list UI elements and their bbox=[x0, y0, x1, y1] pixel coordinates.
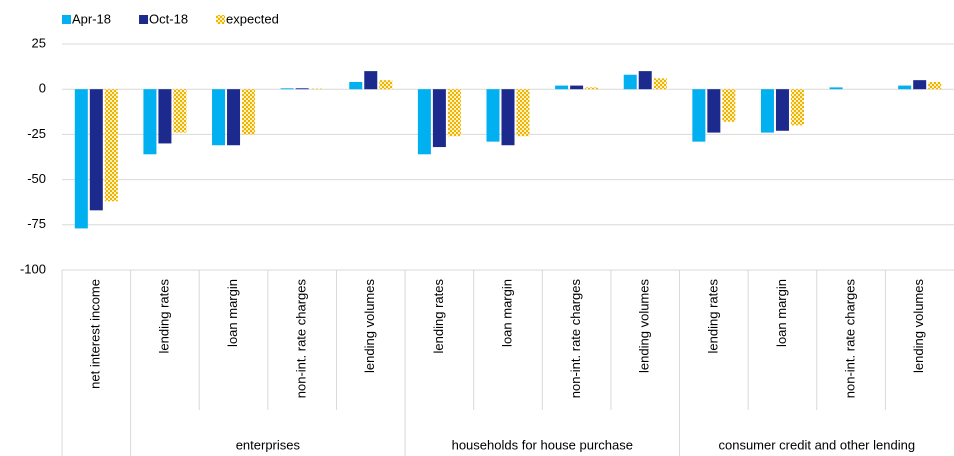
x-tick-label: non-int. rate charges bbox=[843, 279, 858, 399]
bar bbox=[570, 85, 584, 90]
bar bbox=[349, 81, 363, 90]
bar bbox=[143, 89, 157, 155]
x-tick-label: lending rates bbox=[431, 279, 446, 354]
bar bbox=[379, 80, 393, 90]
bar bbox=[928, 81, 942, 90]
x-tick-label: loan margin bbox=[225, 279, 240, 347]
y-tick-label: -75 bbox=[27, 216, 46, 231]
bar bbox=[760, 89, 774, 133]
bar bbox=[707, 89, 721, 133]
bar bbox=[898, 85, 912, 90]
y-tick-label: -25 bbox=[27, 126, 46, 141]
x-tick-label: lending volumes bbox=[911, 279, 926, 373]
y-tick-label: 25 bbox=[32, 35, 46, 50]
x-tick-label: loan margin bbox=[499, 279, 514, 347]
bar bbox=[74, 89, 88, 229]
bar bbox=[790, 89, 804, 126]
bar bbox=[775, 89, 789, 131]
bar bbox=[212, 89, 226, 146]
group-label: enterprises bbox=[236, 437, 301, 452]
bar bbox=[432, 89, 446, 148]
x-tick-label: loan margin bbox=[774, 279, 789, 347]
bar bbox=[913, 80, 927, 90]
bar bbox=[501, 89, 515, 146]
bar bbox=[280, 88, 294, 90]
y-tick-label: -100 bbox=[20, 261, 46, 276]
bar bbox=[486, 89, 500, 142]
y-tick-label: 0 bbox=[39, 81, 46, 96]
bar bbox=[692, 89, 706, 142]
x-tick-label: lending rates bbox=[705, 279, 720, 354]
x-tick-label: lending rates bbox=[156, 279, 171, 354]
group-label: consumer credit and other lending bbox=[718, 437, 915, 452]
bar bbox=[555, 85, 569, 90]
bar bbox=[417, 89, 431, 155]
bar bbox=[829, 87, 843, 90]
bar bbox=[623, 74, 637, 90]
y-tick-label: -50 bbox=[27, 171, 46, 186]
x-tick-label: non-int. rate charges bbox=[294, 279, 309, 399]
legend-swatch bbox=[62, 15, 71, 24]
legend-label: expected bbox=[226, 11, 279, 26]
bar bbox=[158, 89, 172, 144]
bar bbox=[516, 89, 530, 137]
legend-swatch bbox=[139, 15, 149, 24]
bar bbox=[364, 71, 378, 90]
x-tick-label: lending volumes bbox=[362, 279, 377, 373]
bar bbox=[638, 71, 652, 90]
bar bbox=[227, 89, 241, 146]
bar bbox=[295, 88, 309, 90]
group-label: households for house purchase bbox=[452, 437, 633, 452]
bar bbox=[585, 87, 599, 90]
x-tick-label: net interest income bbox=[88, 279, 103, 389]
bar bbox=[173, 89, 187, 133]
legend-label: Oct-18 bbox=[149, 11, 188, 26]
bar bbox=[242, 89, 256, 135]
bar bbox=[722, 89, 736, 122]
bar bbox=[447, 89, 461, 137]
x-tick-label: lending volumes bbox=[637, 279, 652, 373]
bar bbox=[104, 89, 118, 202]
legend-swatch bbox=[216, 15, 226, 24]
bar bbox=[310, 88, 324, 90]
x-tick-label: non-int. rate charges bbox=[568, 279, 583, 399]
bar bbox=[653, 78, 667, 90]
legend-label: Apr-18 bbox=[72, 11, 111, 26]
bar bbox=[89, 89, 103, 211]
